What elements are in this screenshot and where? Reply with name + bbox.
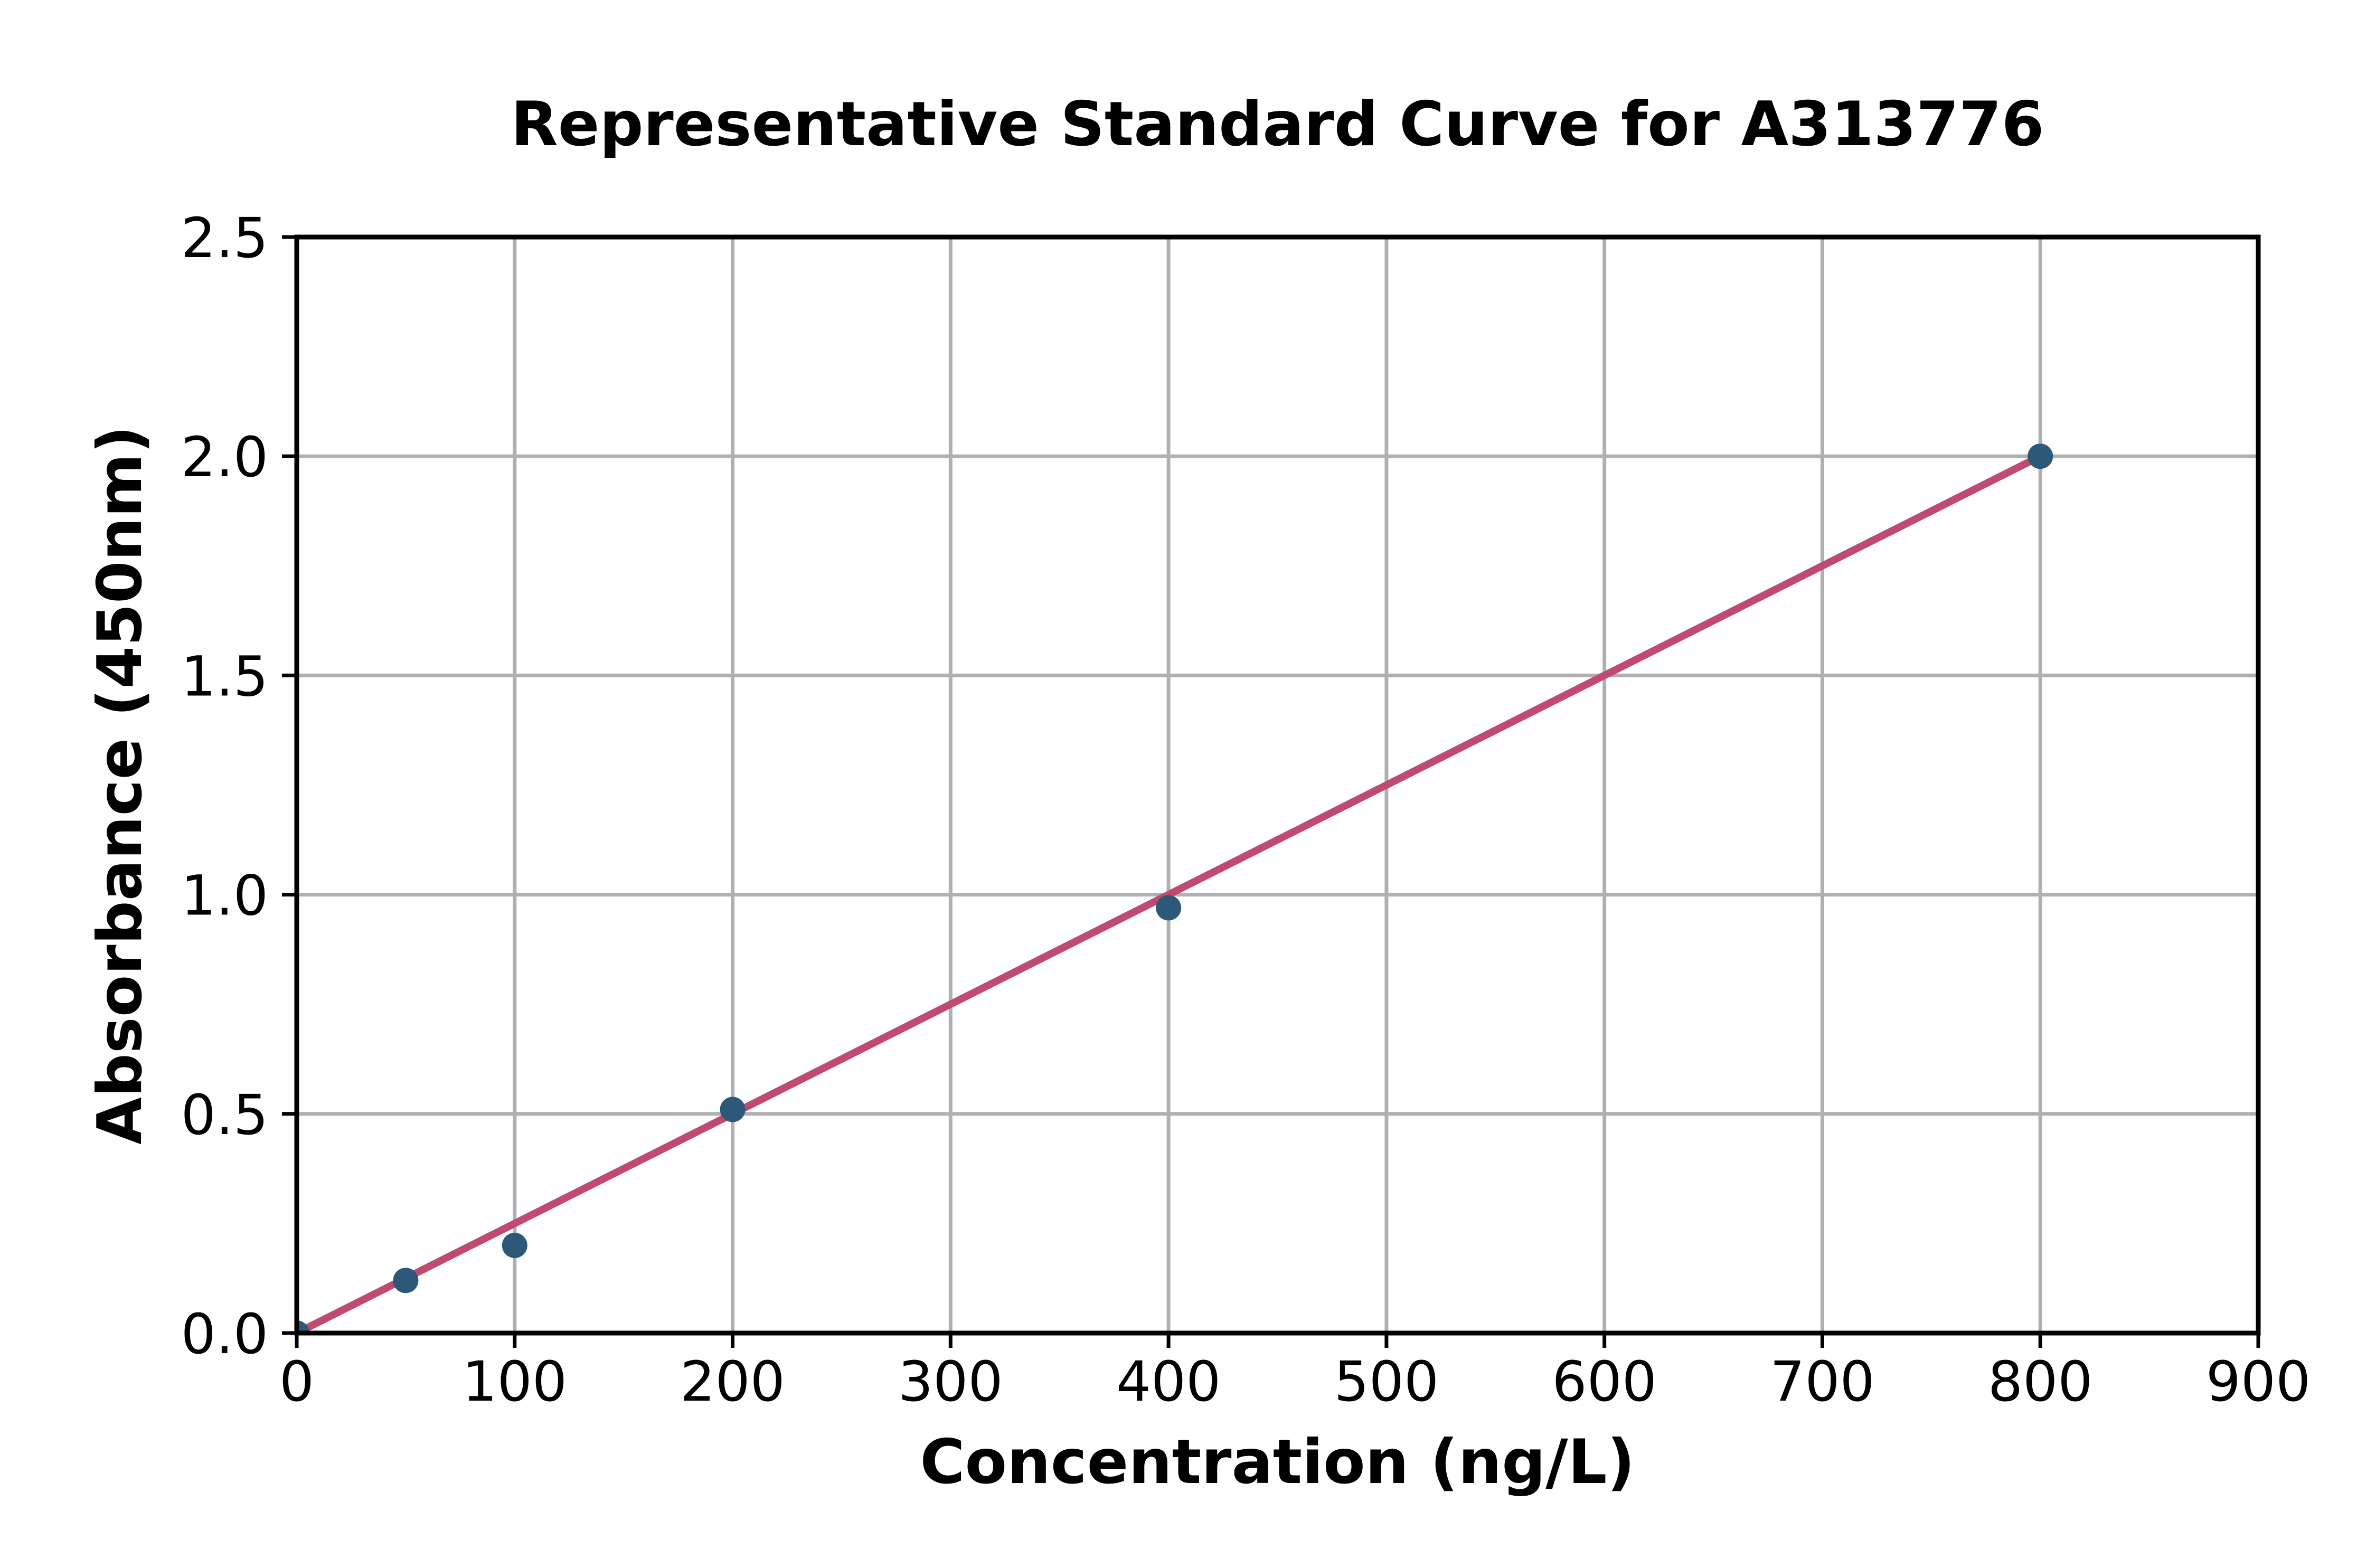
data-point <box>1156 895 1182 921</box>
data-point <box>297 1320 309 1333</box>
y-tick-label: 0.5 <box>181 1083 268 1147</box>
x-tick-label: 700 <box>1770 1349 1875 1414</box>
data-point <box>502 1232 527 1258</box>
y-tick-label: 1.5 <box>181 644 268 709</box>
axes-spines <box>294 234 2261 1336</box>
chart-title: Representative Standard Curve for A31377… <box>511 89 2044 160</box>
data-point <box>720 1097 746 1122</box>
y-tick-label: 2.0 <box>181 425 268 489</box>
y-tick-label: 0.0 <box>181 1302 268 1366</box>
x-tick-label: 400 <box>1116 1349 1221 1414</box>
x-tick-label: 100 <box>463 1349 568 1414</box>
y-tick-label: 2.5 <box>181 206 268 270</box>
x-tick-label: 900 <box>2206 1349 2311 1414</box>
y-tick-label: 1.0 <box>181 864 268 928</box>
data-point <box>2028 443 2053 469</box>
x-tick-label: 600 <box>1552 1349 1657 1414</box>
data-point <box>393 1268 419 1293</box>
x-tick-label: 500 <box>1334 1349 1439 1414</box>
x-tick-label: 0 <box>279 1349 314 1414</box>
x-tick-label: 300 <box>898 1349 1003 1414</box>
x-tick-label: 800 <box>1988 1349 2093 1414</box>
x-tick-label: 200 <box>680 1349 785 1414</box>
x-axis-label: Concentration (ng/L) <box>920 1427 1635 1498</box>
trend-line <box>297 452 2042 1333</box>
